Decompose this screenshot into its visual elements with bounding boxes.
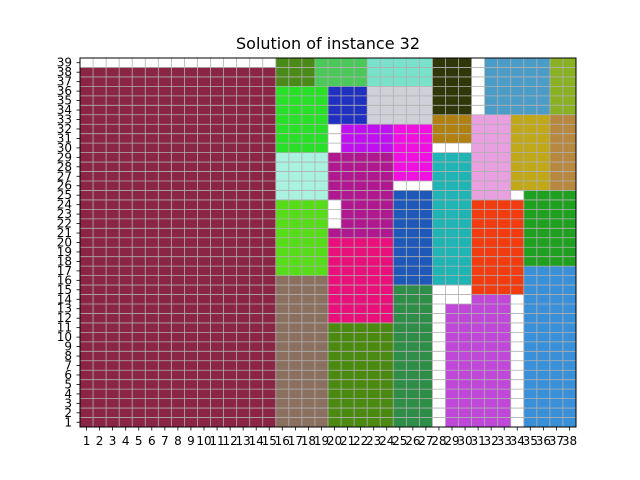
x-tick-label: 13 (236, 434, 251, 448)
x-tick-label: 21 (340, 434, 355, 448)
y-tick-label: 29 (57, 150, 72, 164)
y-tick-label: 33 (57, 113, 72, 127)
x-tick-label: 32 (484, 434, 499, 448)
y-tick-label: 20 (57, 236, 72, 250)
x-tick-label: 11 (209, 434, 224, 448)
placed-rectangle-21 (432, 114, 472, 144)
placed-rectangle-11 (328, 322, 394, 352)
x-tick-label: 9 (187, 434, 195, 448)
x-tick-label: 18 (301, 434, 316, 448)
y-tick-label: 32 (57, 122, 72, 136)
x-tick-label: 36 (536, 434, 551, 448)
x-tick-label: 5 (135, 434, 143, 448)
chart-title: Solution of instance 32 (236, 34, 420, 53)
x-tick-label: 35 (523, 434, 538, 448)
x-tick-label: 29 (444, 434, 459, 448)
y-tick-label: 30 (57, 141, 72, 155)
x-tick-label: 15 (262, 434, 277, 448)
y-tick-label: 3 (64, 396, 72, 410)
y-tick-label: 23 (57, 207, 72, 221)
y-tick-label: 4 (64, 387, 72, 401)
x-tick-label: 33 (497, 434, 512, 448)
x-tick-label: 37 (549, 434, 564, 448)
x-tick-label: 25 (392, 434, 407, 448)
y-tick-label: 9 (64, 340, 72, 354)
y-tick-label: 25 (57, 188, 72, 202)
empty-cell-2 (328, 199, 342, 229)
y-tick-label: 16 (57, 273, 72, 287)
x-tick-label: 28 (431, 434, 446, 448)
placed-rectangle-12 (328, 237, 394, 323)
grid-layer (80, 58, 576, 427)
empty-cell-6 (510, 190, 524, 200)
y-tick-label: 6 (64, 368, 72, 382)
x-tick-label: 23 (366, 434, 381, 448)
x-tick-label: 3 (109, 434, 117, 448)
y-tick-label: 35 (57, 94, 72, 108)
y-tick-label: 22 (57, 217, 72, 231)
empty-cell-3 (328, 124, 342, 153)
y-tick-label: 7 (64, 359, 72, 373)
x-tick-label: 10 (196, 434, 211, 448)
y-tick-label: 24 (57, 198, 72, 212)
y-tick-label: 14 (57, 292, 72, 306)
x-tick-label: 26 (405, 434, 420, 448)
x-tick-label: 34 (510, 434, 525, 448)
y-tick-label: 26 (57, 179, 72, 193)
y-tick-label: 36 (57, 84, 72, 98)
x-tick-label: 24 (379, 434, 394, 448)
x-tick-label: 2 (96, 434, 104, 448)
y-tick-label: 2 (64, 406, 72, 420)
x-tick-label: 20 (327, 434, 342, 448)
y-tick-label: 34 (57, 103, 72, 117)
x-axis: 1 2 3 4 5 6 7 8 9 1011121314151617181920212223242… (83, 427, 577, 448)
y-tick-label: 21 (57, 226, 72, 240)
x-tick-label: 31 (470, 434, 485, 448)
x-tick-label: 12 (222, 434, 237, 448)
x-tick-label: 6 (148, 434, 156, 448)
placed-rectangle-9 (367, 58, 433, 87)
x-tick-label: 17 (288, 434, 303, 448)
empty-cell-1 (80, 58, 276, 68)
y-tick-label: 10 (57, 330, 72, 344)
y-tick-label: 19 (57, 245, 72, 259)
y-tick-label: 28 (57, 160, 72, 174)
y-tick-label: 1 (64, 415, 72, 429)
y-tick-label: 38 (57, 65, 72, 79)
x-tick-label: 14 (249, 434, 264, 448)
y-tick-label: 17 (57, 264, 72, 278)
x-tick-label: 27 (418, 434, 433, 448)
y-tick-label: 11 (57, 321, 72, 335)
x-tick-label: 16 (275, 434, 290, 448)
y-tick-label: 31 (57, 131, 72, 145)
x-tick-label: 1 (83, 434, 91, 448)
y-tick-label: 27 (57, 169, 72, 183)
y-tick-label: 12 (57, 311, 72, 325)
y-tick-label: 13 (57, 302, 72, 316)
x-tick-label: 22 (353, 434, 368, 448)
x-tick-label: 19 (314, 434, 329, 448)
x-tick-label: 38 (562, 434, 577, 448)
y-tick-label: 39 (57, 56, 72, 70)
placed-rectangle-24 (471, 114, 511, 200)
y-tick-label: 37 (57, 75, 72, 89)
y-axis: 1234567891011121314151617181920212223242… (57, 56, 80, 429)
y-tick-label: 5 (64, 377, 72, 391)
x-tick-label: 7 (161, 434, 169, 448)
x-tick-label: 8 (174, 434, 182, 448)
y-tick-label: 15 (57, 283, 72, 297)
placed-rectangle-7 (275, 58, 315, 87)
y-tick-label: 18 (57, 254, 72, 268)
y-tick-label: 8 (64, 349, 72, 363)
x-tick-label: 30 (457, 434, 472, 448)
placed-rectangle-18 (393, 285, 433, 427)
x-tick-label: 4 (122, 434, 130, 448)
